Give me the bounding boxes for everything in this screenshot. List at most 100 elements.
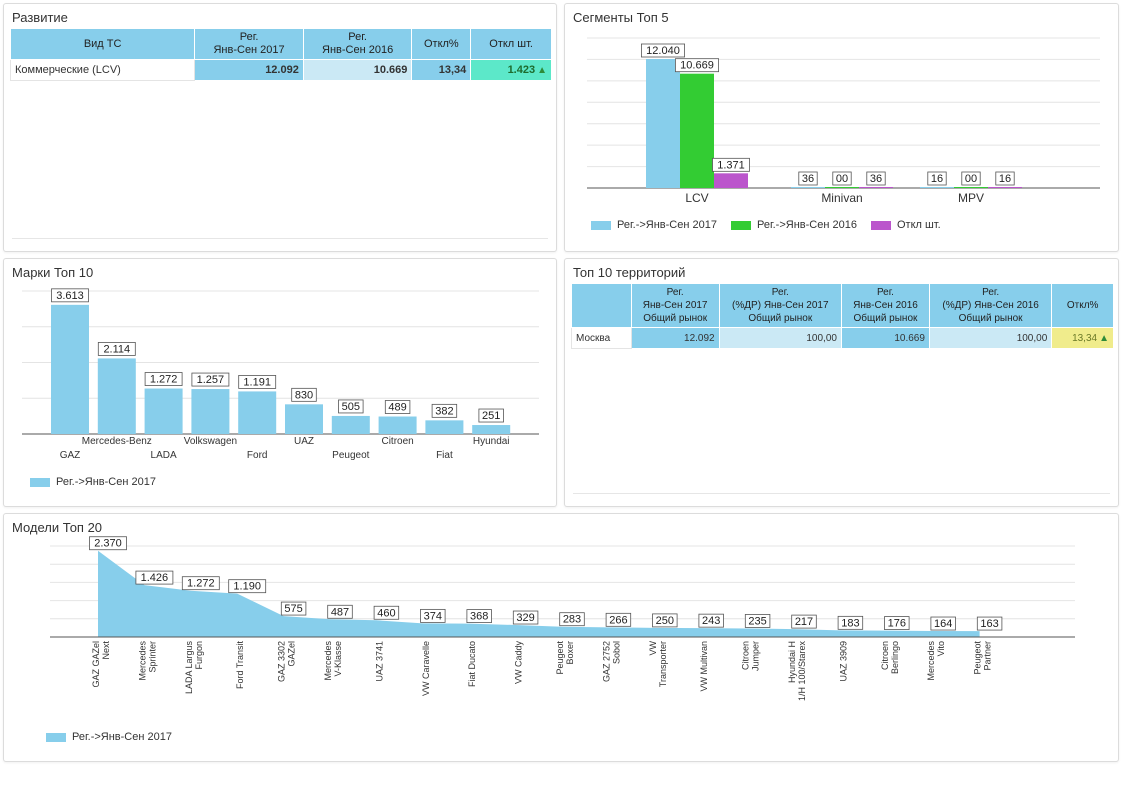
x-tick-label-line: UAZ 3909: [838, 641, 848, 682]
data-label: 164: [934, 618, 952, 630]
legend-item[interactable]: Откл шт.: [870, 219, 941, 231]
data-label: 489: [388, 402, 406, 414]
x-tick-label: LCV: [685, 191, 708, 205]
x-tick-label: Ford: [247, 450, 268, 461]
bar: [331, 415, 370, 434]
panel-territories: Топ 10 территорий Рег. Янв-Сен 2017 Общи…: [564, 258, 1119, 507]
x-tick-label-line: Partner: [983, 641, 993, 671]
cell-value: 13,34: [1072, 332, 1098, 344]
data-label-box: [191, 372, 230, 387]
data-label-box: [866, 171, 886, 186]
data-label: 1.426: [141, 572, 169, 584]
data-label-box: [698, 613, 724, 628]
panel-razvitie: Развитие Вид ТС Рег. Янв-Сен 2017 Рег. Я…: [3, 3, 557, 252]
col-header[interactable]: Откл шт.: [470, 28, 552, 60]
x-tick-label: Volkswagen: [184, 436, 237, 447]
x-tick-label: LADA: [151, 450, 177, 461]
data-label: 830: [295, 389, 313, 401]
data-label: 235: [748, 615, 766, 627]
legend-swatch: [46, 732, 66, 742]
bar: [680, 73, 714, 188]
bar: [714, 173, 748, 188]
x-tick-label: VW Caravelle: [421, 641, 431, 696]
data-label-box: [97, 342, 136, 356]
bar: [238, 391, 277, 434]
x-tick-label: Hyundai H1/H 100/Starex: [787, 641, 807, 702]
col-header[interactable]: Рег. (%ДР) Янв-Сен 2017 Общий рынок: [718, 283, 842, 328]
x-tick-label-line: Fiat Ducato: [467, 641, 477, 687]
legend-item[interactable]: Рег.->Янв-Сен 2017: [46, 731, 172, 743]
table-row[interactable]: Коммерческие (LCV) 12.092 10.669 13,34 1…: [9, 59, 552, 81]
data-label: 329: [516, 612, 534, 624]
x-tick-label: PeugeotPartner: [973, 641, 993, 675]
data-label: 1.191: [243, 376, 271, 388]
cell-diff: 1.423 ▲: [470, 59, 552, 81]
x-tick-label-line: GAZel: [287, 641, 297, 667]
col-header[interactable]: Рег. Янв-Сен 2017: [194, 28, 304, 60]
divider: [573, 493, 1110, 494]
data-label-box: [373, 605, 400, 620]
col-header[interactable]: [571, 283, 632, 328]
data-label: 00: [965, 173, 977, 185]
x-tick-label: Fiat: [436, 450, 453, 461]
x-tick-label-line: Ford Transit: [235, 641, 245, 690]
data-label-box: [478, 408, 504, 423]
x-tick-label: PeugeotBoxer: [555, 641, 575, 675]
panel-title: Сегменты Топ 5: [573, 10, 669, 25]
table-row[interactable]: Москва 12.092 100,00 10.669 100,00 13,34…: [571, 327, 1114, 349]
cell-value: 100,00: [928, 327, 1053, 349]
data-label: 176: [888, 618, 906, 630]
data-label-box: [420, 608, 446, 623]
data-label: 251: [482, 410, 500, 422]
data-label: 36: [870, 173, 882, 185]
col-header[interactable]: Рег. Янв-Сен 2016: [302, 28, 413, 60]
x-tick-label-line: GAZ 2752: [601, 641, 611, 682]
col-header[interactable]: Рег. Янв-Сен 2016 Общий рынок: [840, 283, 930, 328]
data-label: 374: [424, 610, 442, 622]
data-label: 10.669: [680, 60, 714, 72]
data-label-box: [744, 614, 771, 628]
legend-item[interactable]: Рег.->Янв-Сен 2017: [30, 476, 156, 488]
x-tick-label-line: Next: [101, 641, 111, 660]
arrow-up-icon: ▲: [537, 65, 547, 76]
col-header[interactable]: Откл%: [1051, 283, 1114, 328]
data-label-box: [238, 375, 277, 389]
x-tick-label-line: Mercedes: [926, 641, 936, 681]
legend-item[interactable]: Рег.->Янв-Сен 2017: [591, 219, 717, 231]
col-header[interactable]: Рег. (%ДР) Янв-Сен 2016 Общий рынок: [928, 283, 1053, 328]
data-label-box: [135, 570, 174, 585]
x-tick-label-line: Mercedes: [323, 641, 333, 681]
data-label: 2.114: [103, 343, 130, 355]
x-tick-label-line: VW: [648, 640, 658, 655]
x-tick-label-line: Peugeot: [555, 641, 565, 675]
legend-item[interactable]: Рег.->Янв-Сен 2016: [730, 219, 857, 231]
x-tick-label-line: Furgon: [194, 641, 204, 670]
data-label: 00: [836, 173, 848, 185]
divider: [12, 238, 548, 239]
x-tick-label: UAZ: [294, 436, 314, 447]
arrow-up-icon: ▲: [1099, 332, 1109, 344]
col-header[interactable]: Вид ТС: [9, 28, 196, 60]
data-label-box: [89, 536, 127, 551]
data-label-box: [884, 616, 910, 630]
x-tick-label: VW Multivan: [699, 641, 709, 692]
data-label-box: [791, 614, 817, 629]
x-tick-label-line: Hyundai H: [787, 641, 797, 683]
data-label: 243: [702, 615, 720, 627]
data-label: 266: [609, 614, 627, 626]
data-label: 1.190: [233, 581, 261, 593]
panel-title: Модели Топ 20: [12, 520, 103, 535]
x-tick-label: Minivan: [821, 191, 862, 205]
x-tick-label: Ford Transit: [235, 641, 245, 690]
x-tick-label: UAZ 3741: [374, 641, 384, 682]
panel-title: Развитие: [12, 10, 68, 25]
data-label: 487: [331, 606, 349, 618]
data-label: 163: [980, 618, 998, 630]
data-label-box: [652, 613, 678, 628]
cell-diff: 13,34 ▲: [1051, 327, 1114, 349]
x-tick-label: MPV: [958, 191, 984, 205]
legend-swatch: [870, 220, 891, 230]
col-header[interactable]: Откл%: [411, 28, 472, 60]
legend-swatch: [730, 220, 751, 230]
col-header[interactable]: Рег. Янв-Сен 2017 Общий рынок: [630, 283, 720, 328]
